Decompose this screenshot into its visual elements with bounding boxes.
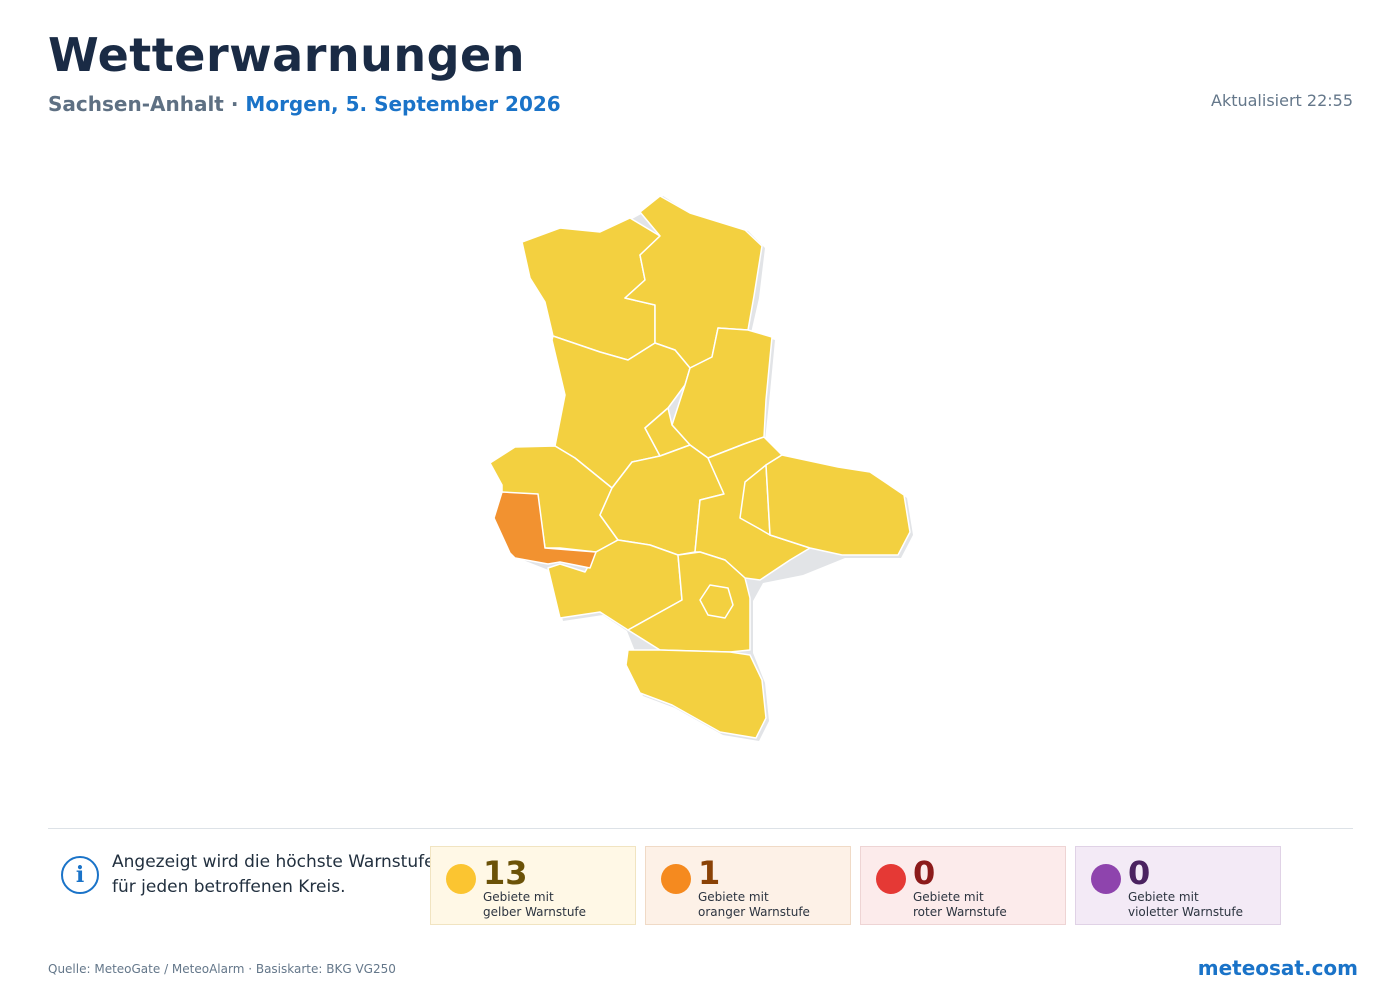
brand-link[interactable]: meteosat.com [1197, 956, 1358, 980]
legend-card-orange: 1 Gebiete mit oranger Warnstufe [645, 846, 851, 925]
legend-label-red: Gebiete mit roter Warnstufe [913, 890, 1007, 919]
district-halle-city [699, 584, 734, 619]
red-dot-icon [876, 864, 906, 894]
legend-count-red: 0 [913, 854, 936, 892]
warning-map [489, 195, 913, 741]
legend-card-yellow: 13 Gebiete mit gelber Warnstufe [430, 846, 636, 925]
forecast-date: Morgen, 5. September 2026 [245, 92, 561, 116]
legend-label-violet: Gebiete mit violetter Warnstufe [1128, 890, 1243, 919]
subtitle-separator: · [230, 92, 239, 116]
info-text: Angezeigt wird die höchste Warnstufe für… [112, 850, 435, 900]
info-line-1: Angezeigt wird die höchste Warnstufe [112, 852, 435, 872]
district-dessau [739, 464, 771, 536]
page-title: Wetterwarnungen [48, 28, 526, 82]
district-mansfeld-orange [493, 491, 597, 569]
legend-label-orange: Gebiete mit oranger Warnstufe [698, 890, 810, 919]
map-districts [489, 195, 911, 739]
info-icon: i [61, 856, 99, 894]
legend-count-violet: 0 [1128, 854, 1151, 892]
info-line-2: für jeden betroffenen Kreis. [112, 877, 346, 897]
source-attribution: Quelle: MeteoGate / MeteoAlarm · Basiska… [48, 962, 396, 976]
district-burgenland [625, 649, 767, 739]
legend-count-orange: 1 [698, 854, 721, 892]
legend-label-yellow: Gebiete mit gelber Warnstufe [483, 890, 587, 919]
yellow-dot-icon [446, 864, 476, 894]
updated-timestamp: Aktualisiert 22:55 [1211, 91, 1353, 110]
district-halle-region [627, 551, 751, 653]
district-wittenberg [765, 454, 911, 556]
legend-count-yellow: 13 [483, 854, 528, 892]
divider [48, 828, 1353, 829]
legend-card-red: 0 Gebiete mit roter Warnstufe [860, 846, 1066, 925]
page-subtitle: Sachsen-Anhalt · Morgen, 5. September 20… [48, 92, 561, 116]
violet-dot-icon [1091, 864, 1121, 894]
orange-dot-icon [661, 864, 691, 894]
region-name: Sachsen-Anhalt [48, 92, 224, 116]
legend-card-violet: 0 Gebiete mit violetter Warnstufe [1075, 846, 1281, 925]
